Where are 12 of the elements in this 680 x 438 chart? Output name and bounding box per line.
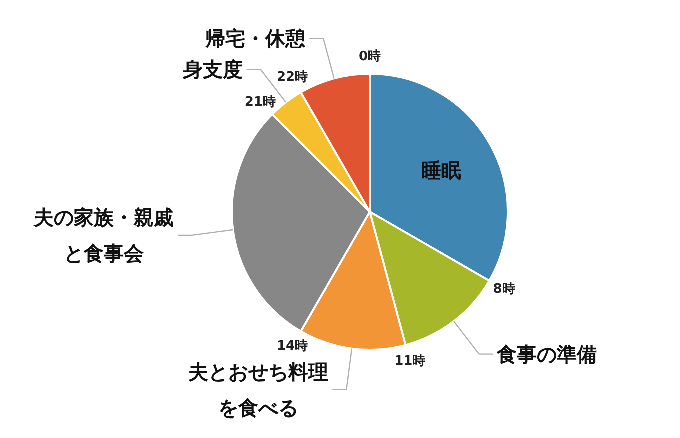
slice-label: 睡眠 bbox=[422, 158, 462, 183]
text: 21時 bbox=[244, 94, 276, 110]
text: 11時 bbox=[394, 354, 426, 370]
slice-label: 夫とおせち料理を食べる bbox=[188, 360, 329, 420]
slice-label: 夫の家族・親戚と食事会 bbox=[33, 205, 174, 266]
slice-label: 帰宅・休憩 bbox=[204, 26, 307, 51]
text: 22時 bbox=[276, 70, 308, 86]
text: 0時 bbox=[358, 50, 382, 64]
text: 8時 bbox=[493, 282, 516, 297]
slice-label: 食事の準備 bbox=[496, 342, 598, 366]
slice-label: 身支度 bbox=[182, 58, 243, 82]
text: 14時 bbox=[276, 338, 308, 354]
